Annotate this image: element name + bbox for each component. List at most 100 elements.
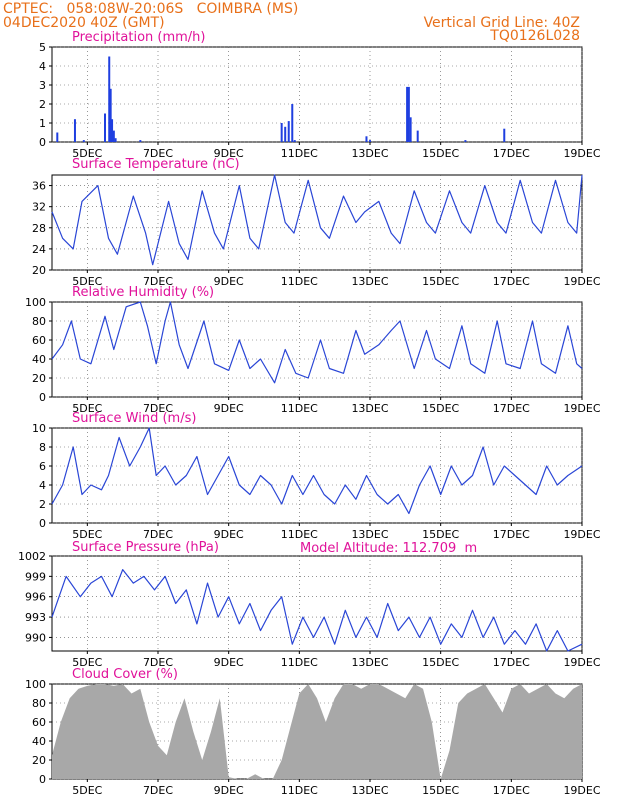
precipitation-bar [139, 140, 142, 142]
x-tick-label: 13DEC [351, 528, 388, 541]
precipitation-bar [464, 140, 467, 142]
panel-frame [51, 174, 583, 271]
y-tick-label: 20 [32, 264, 46, 277]
precipitation-bar [73, 119, 76, 142]
x-tick-label: 5DEC [72, 528, 102, 541]
x-tick-label: 13DEC [351, 147, 388, 160]
y-tick-label: 0 [39, 136, 46, 149]
y-tick-label: 993 [25, 611, 46, 624]
series-line [51, 301, 583, 384]
panel-6: Cloud Cover (%) 0 20 40 60 80 100 5DEC 7DEC 9DEC 1… [25, 667, 601, 797]
y-tick-label: 100 [25, 678, 46, 691]
precipitation-bar [280, 123, 283, 142]
precipitation-bar [365, 136, 368, 142]
x-tick-label: 15DEC [422, 147, 459, 160]
x-tick-label: 15DEC [422, 784, 459, 797]
x-tick-label: 17DEC [493, 147, 530, 160]
panel-frame [51, 555, 583, 652]
y-tick-label: 20 [32, 754, 46, 767]
y-tick-label: 80 [32, 697, 46, 710]
y-tick-label: 4 [39, 479, 46, 492]
x-tick-label: 19DEC [563, 784, 600, 797]
x-tick-label: 19DEC [563, 656, 600, 669]
x-tick-label: 7DEC [143, 402, 173, 415]
panel-2: Surface Temperature (nC) 20 24 28 32 36 5DEC 7D… [32, 157, 601, 288]
precipitation-bar [112, 130, 115, 142]
precipitation-bar [407, 86, 410, 142]
y-tick-label: 1 [39, 117, 46, 130]
precipitation-bar [503, 128, 506, 142]
x-tick-label: 13DEC [351, 402, 388, 415]
model-altitude-label: Model Altitude: 112.709 m [300, 541, 477, 556]
y-tick-label: 28 [32, 222, 46, 235]
precipitation-bar [82, 140, 85, 142]
panel-4: Surface Wind (m/s) 0 2 4 6 8 10 5DEC 7DEC 9DEC 11D… [32, 411, 601, 541]
y-tick-label: 0 [39, 517, 46, 530]
y-tick-label: 6 [39, 460, 46, 473]
x-tick-label: 11DEC [281, 656, 318, 669]
panel-title: Relative Humidity (%) [72, 285, 214, 300]
precipitation-bar [114, 138, 117, 142]
panel-frame [51, 46, 583, 143]
y-tick-label: 40 [32, 353, 46, 366]
x-tick-label: 11DEC [281, 528, 318, 541]
header-model-id: TQ0126L028 [489, 28, 580, 44]
x-tick-label: 5DEC [72, 147, 102, 160]
precipitation-bar [284, 126, 287, 142]
x-tick-label: 5DEC [72, 784, 102, 797]
x-tick-label: 15DEC [422, 402, 459, 415]
x-tick-label: 5DEC [72, 656, 102, 669]
x-tick-label: 11DEC [281, 147, 318, 160]
panel-3: Relative Humidity (%) 0 20 40 60 80 100 5DEC 7DE… [25, 285, 601, 415]
precipitation-bar [369, 140, 371, 142]
x-tick-label: 11DEC [281, 275, 318, 288]
x-tick-label: 9DEC [214, 656, 244, 669]
precipitation-bar [406, 86, 409, 142]
y-tick-label: 3 [39, 79, 46, 92]
x-tick-label: 13DEC [351, 656, 388, 669]
y-tick-label: 80 [32, 315, 46, 328]
panel-title: Surface Temperature (nC) [72, 157, 240, 172]
x-tick-label: 5DEC [72, 402, 102, 415]
y-tick-label: 2 [39, 498, 46, 511]
cloud-cover-area [52, 684, 582, 779]
y-tick-label: 5 [39, 41, 46, 54]
panel-title: Surface Wind (m/s) [72, 411, 196, 426]
x-tick-label: 13DEC [351, 784, 388, 797]
y-tick-label: 100 [25, 296, 46, 309]
x-tick-label: 13DEC [351, 275, 388, 288]
panels: Precipitation (mm/h) 0 1 2 3 4 5 5DEC 7DEC 9DEC 11… [18, 30, 601, 797]
precipitation-bar [111, 119, 114, 142]
x-tick-label: 15DEC [422, 528, 459, 541]
series-line [51, 568, 583, 652]
x-tick-label: 9DEC [214, 147, 244, 160]
x-tick-label: 11DEC [281, 402, 318, 415]
precipitation-bar [109, 88, 112, 142]
panel-1: Precipitation (mm/h) 0 1 2 3 4 5 5DEC 7DEC 9DEC 11… [39, 30, 601, 160]
x-tick-label: 7DEC [143, 147, 173, 160]
y-tick-label: 4 [39, 60, 46, 73]
y-tick-label: 999 [25, 570, 46, 583]
y-tick-label: 2 [39, 98, 46, 111]
x-tick-label: 11DEC [281, 784, 318, 797]
x-tick-label: 7DEC [143, 275, 173, 288]
panel-frame [51, 427, 583, 524]
y-tick-label: 20 [32, 372, 46, 385]
y-tick-label: 32 [32, 201, 46, 214]
precipitation-bar [293, 140, 296, 142]
x-tick-label: 17DEC [493, 402, 530, 415]
x-tick-label: 17DEC [493, 656, 530, 669]
y-tick-label: 1002 [18, 550, 46, 563]
precipitation-bar [416, 130, 419, 142]
x-tick-label: 9DEC [214, 275, 244, 288]
panel-title: Cloud Cover (%) [72, 667, 178, 682]
x-tick-label: 15DEC [422, 656, 459, 669]
precipitation-bar [287, 121, 290, 142]
panel-title: Surface Pressure (hPa) [72, 540, 219, 555]
x-tick-label: 9DEC [214, 402, 244, 415]
y-tick-label: 10 [32, 422, 46, 435]
y-tick-label: 60 [32, 716, 46, 729]
x-tick-label: 7DEC [143, 784, 173, 797]
y-tick-label: 60 [32, 334, 46, 347]
precipitation-bar [56, 132, 59, 142]
